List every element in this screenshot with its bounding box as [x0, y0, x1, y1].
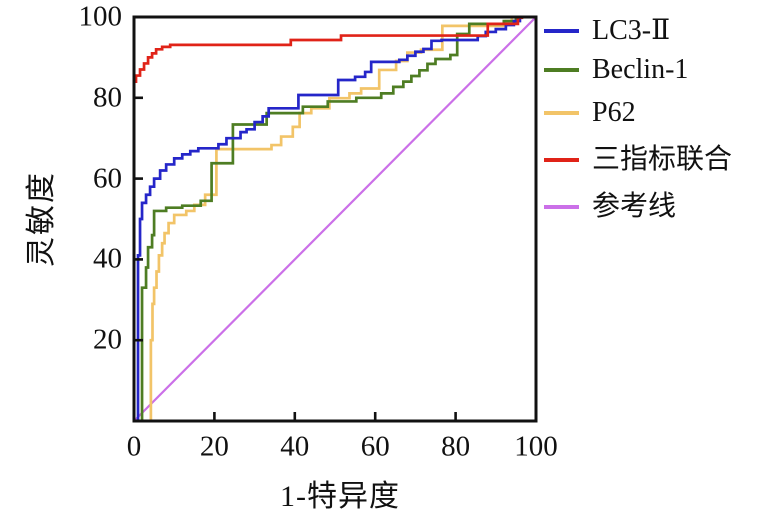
roc-curve-2	[134, 15, 536, 423]
y-tick-label: 100	[78, 0, 123, 33]
x-tick-label: 80	[441, 430, 471, 463]
roc-curve-3	[132, 15, 536, 421]
plot-border	[132, 15, 538, 423]
reference-line-curve	[133, 16, 537, 422]
y-tick-label: 20	[93, 323, 122, 356]
x-tick-label: 60	[360, 430, 390, 463]
y-tick-label: 80	[93, 81, 122, 114]
roc-curve-1	[134, 15, 536, 423]
y-axis-title: 灵敏度	[25, 171, 58, 267]
y-tick-label: 60	[93, 162, 122, 195]
x-axis-title: 1-特异度	[280, 480, 400, 513]
y-tick-label: 40	[93, 242, 122, 275]
x-tick-label: 0	[126, 430, 142, 463]
x-tick-label: 100	[514, 430, 558, 463]
x-tick-label: 20	[199, 430, 229, 463]
x-tick-label: 40	[280, 430, 310, 463]
